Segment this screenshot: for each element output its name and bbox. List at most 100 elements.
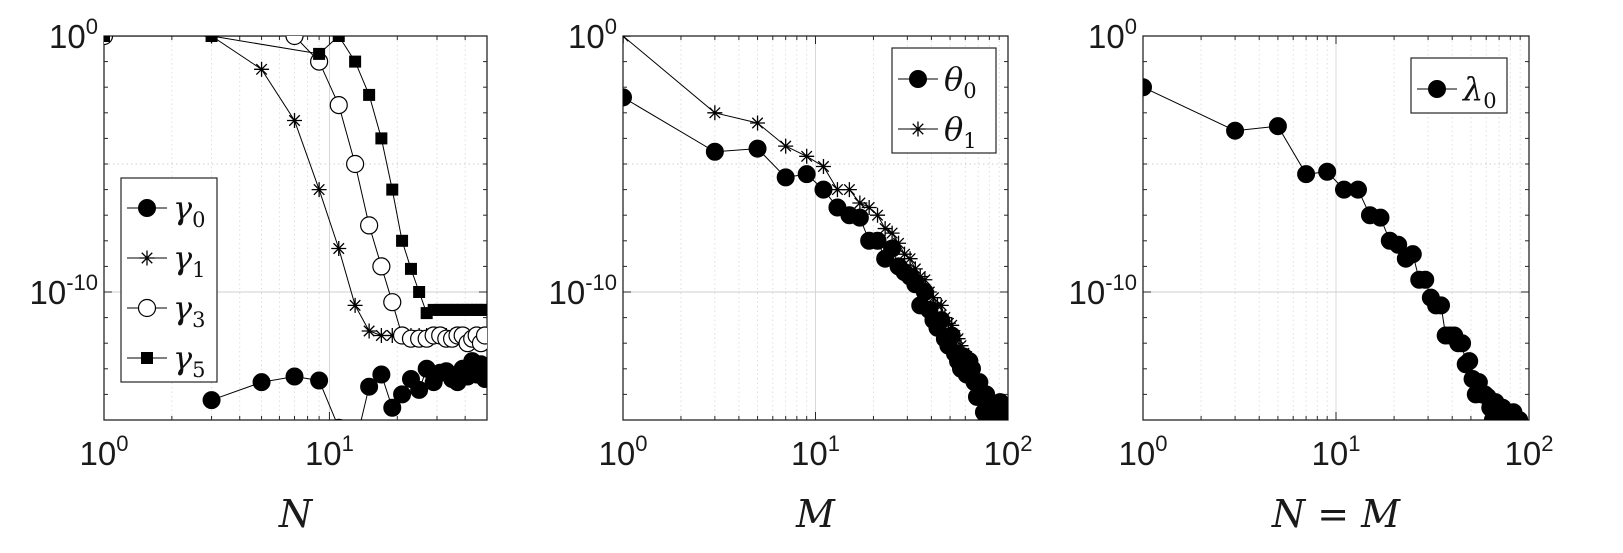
x-axis-label: N	[278, 492, 314, 536]
x-tick-label: 100	[1119, 431, 1168, 472]
data-point	[852, 195, 868, 211]
legend-label: λ0	[1461, 70, 1497, 113]
data-point	[891, 235, 907, 251]
legend-marker	[141, 352, 153, 364]
data-point	[861, 199, 877, 215]
data-point	[202, 391, 221, 410]
y-tick-label: 100	[49, 14, 98, 55]
data-point	[841, 182, 857, 198]
data-point	[285, 367, 304, 386]
data-point	[999, 412, 1008, 420]
data-point	[778, 138, 794, 154]
data-point	[311, 182, 327, 198]
data-point	[383, 398, 402, 417]
data-point	[953, 338, 969, 354]
data-point	[1510, 411, 1529, 420]
data-point	[396, 234, 409, 247]
data-point	[404, 262, 417, 275]
data-point	[331, 241, 347, 257]
data-point	[870, 207, 886, 223]
data-point	[884, 225, 900, 241]
data-point	[902, 251, 918, 267]
data-point	[393, 385, 412, 404]
series-λ0	[1143, 78, 1529, 420]
data-point	[907, 261, 923, 277]
data-point	[361, 323, 377, 339]
data-point	[329, 95, 348, 115]
data-point	[925, 290, 941, 306]
data-point	[363, 88, 376, 101]
legend-item: γ3	[127, 289, 206, 332]
data-point	[940, 315, 956, 331]
data-point	[334, 418, 344, 420]
data-point	[1143, 78, 1152, 97]
data-point	[705, 142, 724, 161]
data-point	[413, 286, 426, 298]
y-tick-label: 100	[568, 14, 617, 55]
legend-item: γ5	[127, 339, 206, 382]
data-point	[967, 366, 983, 382]
data-point	[944, 317, 960, 333]
data-point	[1506, 418, 1516, 420]
data-point	[750, 115, 766, 131]
data-point	[937, 310, 953, 326]
legend-marker	[910, 121, 926, 137]
data-point	[964, 361, 980, 377]
legend-label: γ1	[173, 239, 206, 282]
legend-label: γ3	[173, 289, 206, 332]
data-point	[287, 113, 303, 129]
data-point	[1318, 162, 1337, 181]
legend-label: γ0	[173, 189, 206, 232]
data-point	[1371, 208, 1390, 227]
data-point	[1403, 245, 1422, 264]
data-point	[372, 365, 391, 384]
series-θ1	[623, 36, 1008, 420]
data-point	[372, 257, 391, 276]
legend-marker	[139, 250, 155, 266]
data-point	[623, 88, 632, 107]
data-point	[961, 353, 977, 369]
chart-panel-1: 100 101 100 10-10 Nγ0 γ1 γ3 γ5	[29, 14, 488, 536]
data-point	[982, 394, 998, 410]
data-point	[1348, 180, 1367, 199]
data-point	[476, 369, 487, 388]
y-tick-label: 10-10	[548, 270, 617, 311]
data-point	[1520, 418, 1529, 420]
data-point	[384, 327, 400, 343]
ticks	[1142, 35, 1530, 421]
x-tick-label: 100	[599, 431, 648, 472]
series-γ3	[104, 36, 487, 353]
data-point	[897, 246, 913, 262]
data-point	[799, 148, 815, 164]
legend: γ0 γ1 γ3 γ5	[120, 177, 218, 383]
legend-item: γ1	[127, 239, 206, 282]
y-tick-label: 100	[1088, 14, 1137, 55]
data-point	[1460, 352, 1479, 371]
data-point	[814, 180, 833, 199]
data-point	[1268, 117, 1287, 136]
legend-marker	[137, 298, 157, 318]
legend-item: λ0	[1417, 70, 1497, 113]
x-tick-label: 101	[791, 431, 840, 472]
data-point	[1389, 235, 1408, 254]
data-point	[707, 105, 723, 121]
legend-label: θ1	[944, 110, 977, 153]
data-point	[868, 231, 887, 250]
data-point	[950, 331, 966, 347]
data-point	[1518, 418, 1528, 420]
data-point	[285, 36, 304, 46]
legend-label: θ0	[944, 60, 977, 103]
data-point	[479, 303, 487, 316]
ticks	[103, 35, 488, 421]
legend-item: γ0	[127, 189, 206, 232]
data-point	[346, 154, 365, 174]
data-point	[373, 327, 389, 343]
data-point	[386, 183, 399, 196]
data-point	[912, 269, 928, 285]
data-point	[410, 380, 429, 399]
data-point	[332, 36, 345, 42]
data-point	[1297, 165, 1316, 184]
legend-marker	[138, 199, 156, 217]
